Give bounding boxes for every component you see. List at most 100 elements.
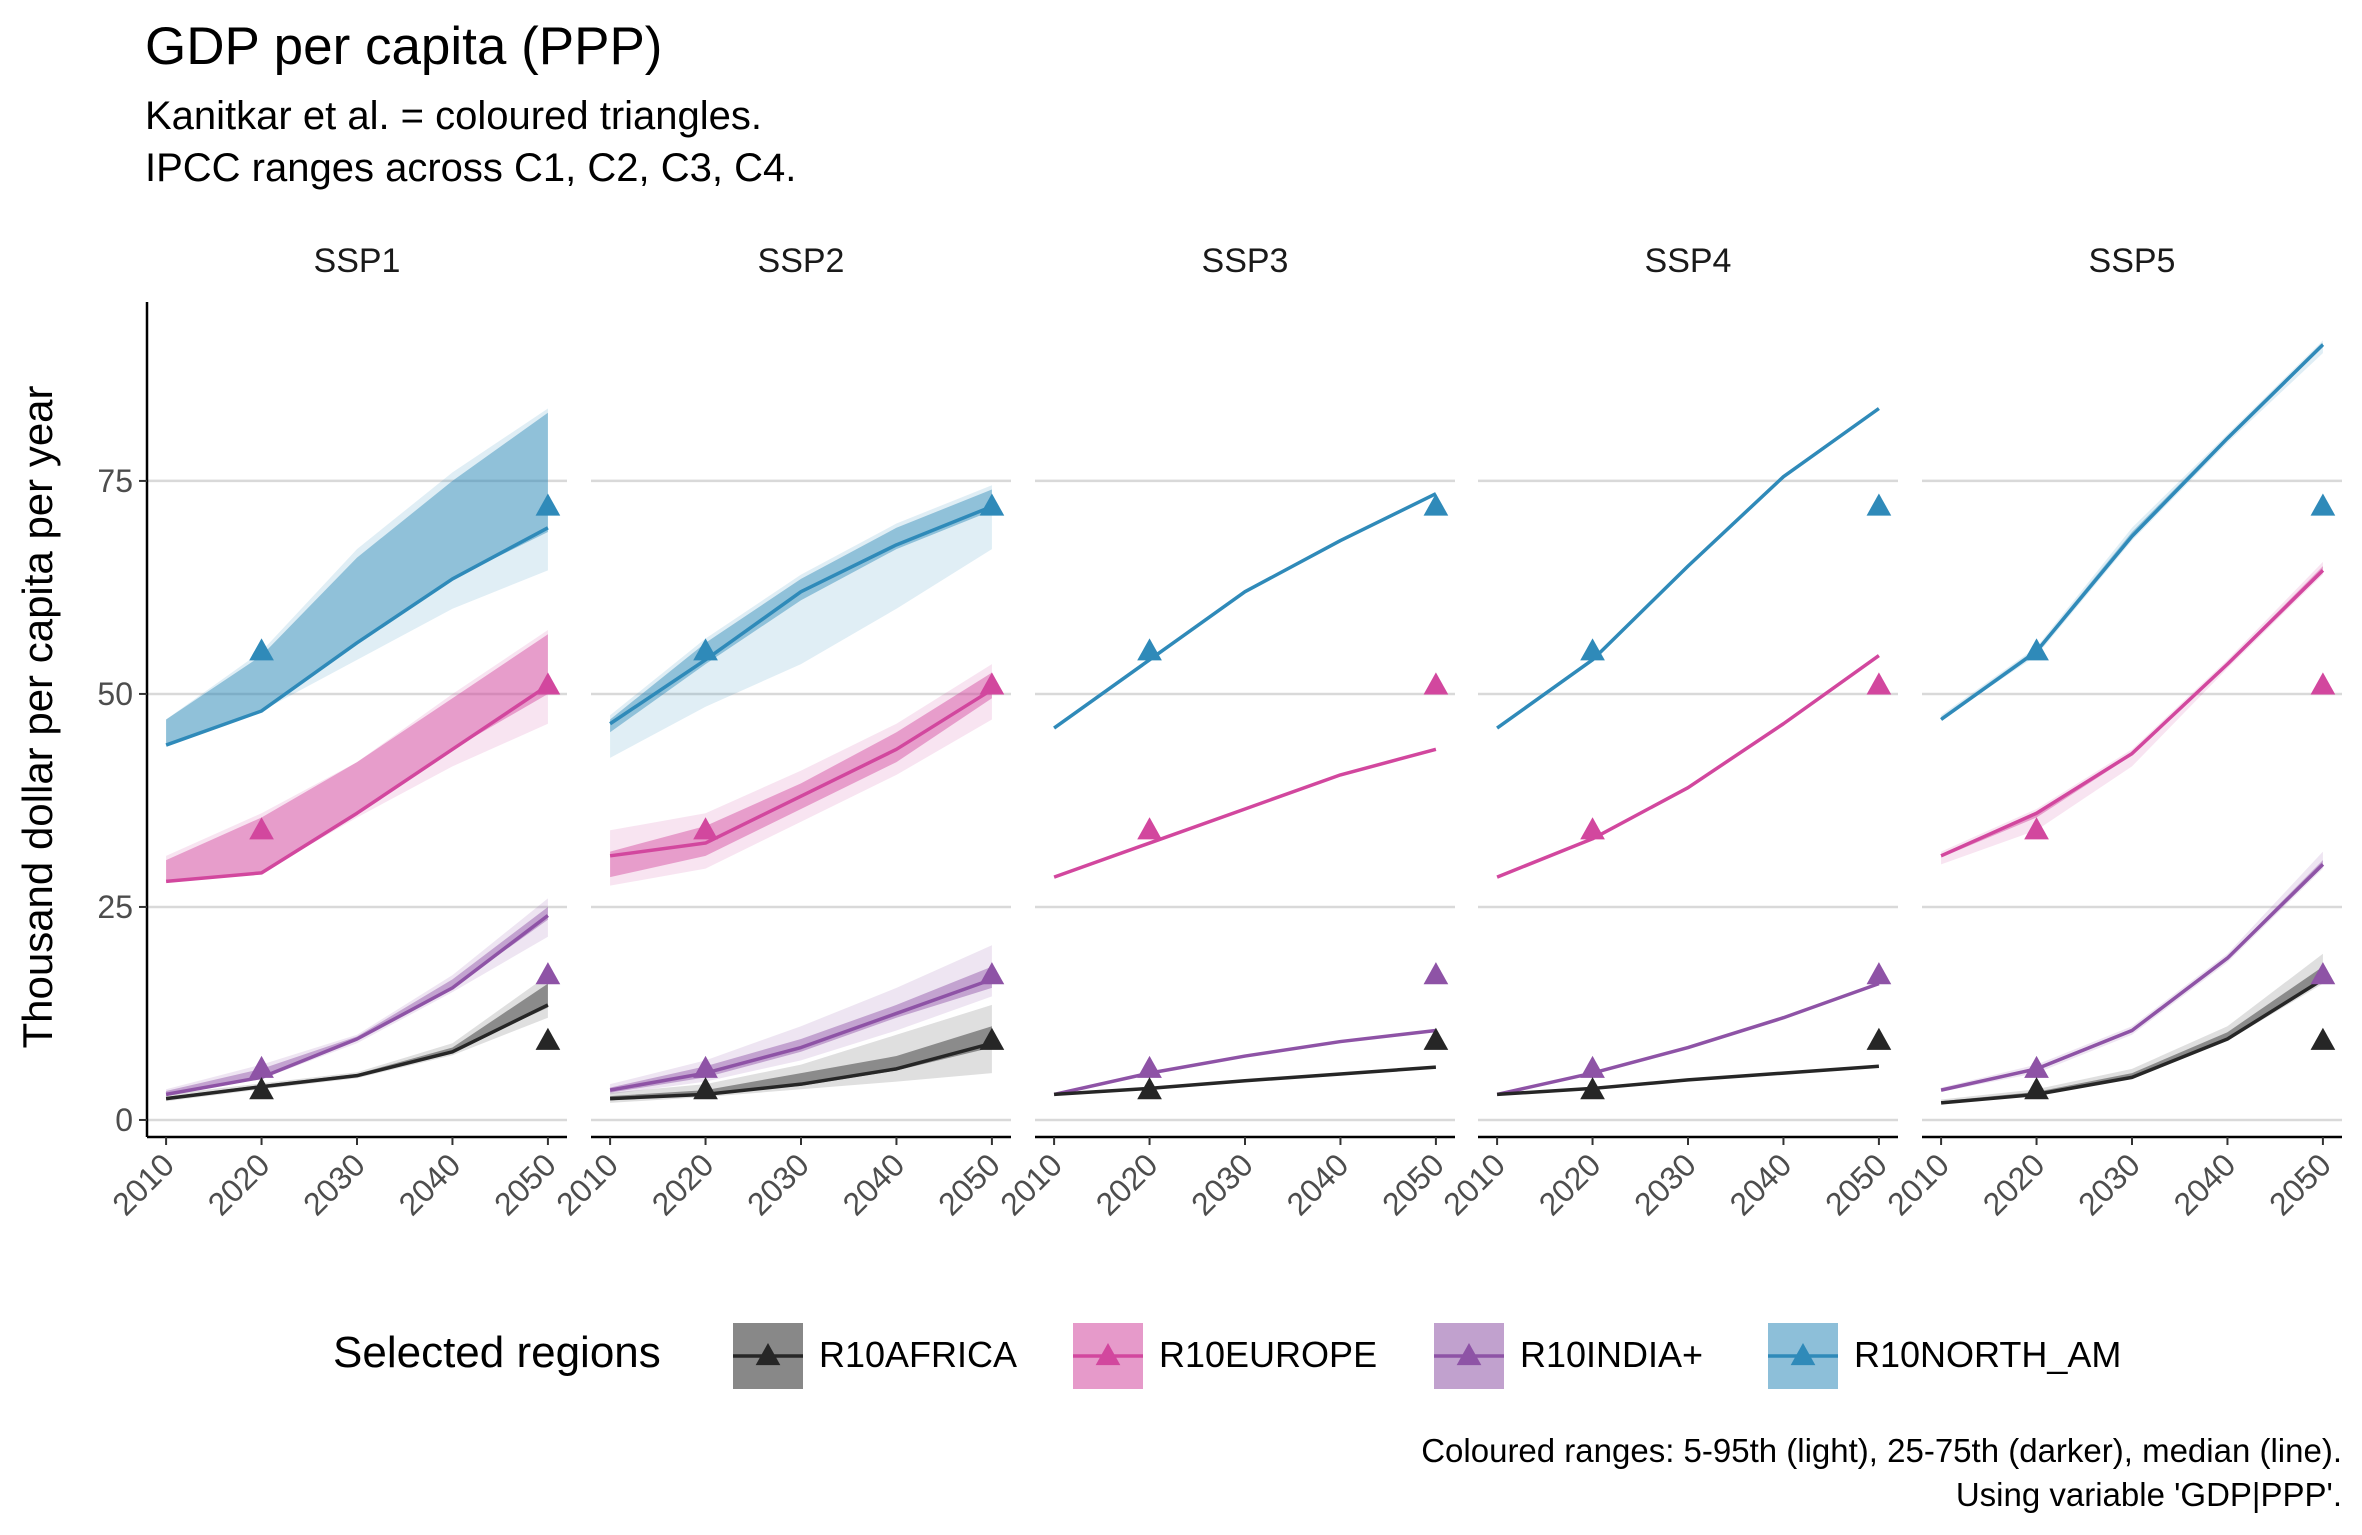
x-tick-label-2040: 2040 [2167,1146,2243,1222]
median-line-r10africa [610,1041,993,1101]
marker-r10india-2020 [693,1055,718,1078]
x-tick-label-2010: 2010 [105,1146,181,1222]
marker-r10europe-2050 [2310,672,2336,695]
median-line-r10india [609,977,993,1092]
y-tick-label-0: 0 [115,1102,133,1138]
chart-subtitle-line-1: Kanitkar et al. = coloured triangles. [145,94,763,138]
median-line-r10africa [1940,977,2324,1105]
chart-subtitle-line-2: IPCC ranges across C1, C2, C3, C4. [145,146,797,190]
marker-r10africa-2020 [1580,1077,1605,1100]
marker-r10africa-2020 [249,1077,274,1100]
marker-r10india-2020 [1137,1055,1162,1078]
facet-label-ssp4: SSP4 [1645,242,1732,280]
marker-r10north-am-2020 [2024,638,2049,661]
x-tick-label-2030: 2030 [740,1146,816,1222]
legend-label-r10europe: R10EUROPE [1159,1334,1377,1375]
range-25-75-r10north-am [610,489,992,733]
x-tick-label-2020: 2020 [645,1146,721,1222]
chart-title: GDP per capita (PPP) [145,17,663,76]
median-line-r10north-am [1496,407,1880,730]
median-line-r10north-am [165,526,549,747]
marker-r10europe-2020 [1137,817,1162,840]
marker-r10africa-2050 [979,1027,1005,1050]
x-tick-label-2040: 2040 [392,1146,468,1222]
legend-label-r10india: R10INDIA+ [1520,1334,1703,1375]
range-5-95-r10africa [610,1004,992,1103]
marker-r10europe-2050 [1423,672,1449,695]
facet-label-ssp3: SSP3 [1202,242,1289,280]
panel-ssp2: SSP2 2010 2020 2030 2040 2050 [549,242,1011,1222]
range-25-75-r10india [610,966,992,1093]
marker-r10india-2020 [249,1055,274,1078]
y-axis-title: Thousand dollar per capita per year [14,385,61,1048]
median-line-r10europe [1053,747,1437,879]
range-5-95-r10india [1941,851,2323,1092]
median-line-r10africa [1053,1065,1437,1097]
x-tick-label-2010: 2010 [993,1146,1069,1222]
x-tick-label-2010: 2010 [1436,1146,1512,1222]
median-line-r10europe [1496,654,1880,879]
x-tick-label-2020: 2020 [1532,1146,1608,1222]
x-tick-label-2040: 2040 [1723,1146,1799,1222]
median-line-r10india [1496,981,1880,1097]
range-5-95-r10north-am [610,485,992,758]
median-line-r10africa [1496,1064,1880,1097]
marker-r10north-am-2050 [979,493,1005,516]
range-5-95-r10north-am [1941,340,2323,720]
marker-r10north-am-2020 [1137,638,1162,661]
median-line-r10north-am [609,504,993,726]
marker-r10africa-2020 [1137,1077,1162,1100]
marker-r10north-am-2050 [1866,493,1892,516]
panel-ssp5: SSP5 2010 2020 2030 2040 2050 [1880,242,2342,1222]
median-line-r10europe [609,688,993,858]
facet-label-ssp2: SSP2 [758,242,845,280]
marker-r10africa-2050 [1423,1027,1449,1050]
x-tick-label-2030: 2030 [1184,1146,1260,1222]
x-tick-label-2050: 2050 [487,1146,563,1222]
legend-key-marker-r10africa [755,1343,781,1366]
legend-key-marker-r10india [1456,1343,1482,1366]
marker-r10india-2050 [2310,962,2336,985]
median-line-r10europe [165,683,549,884]
facet-label-ssp5: SSP5 [2089,242,2176,280]
range-25-75-r10india [1941,860,2323,1091]
x-tick-label-2040: 2040 [836,1146,912,1222]
x-tick-label-2020: 2020 [1089,1146,1165,1222]
median-line-r10india [165,914,549,1097]
median-line-r10north-am [1053,492,1437,730]
legend-key-marker-r10north-am [1790,1343,1816,1366]
x-tick-label-2030: 2030 [296,1146,372,1222]
median-line-r10india [1053,1028,1437,1097]
caption-line-1: Coloured ranges: 5-95th (light), 25-75th… [1421,1432,2342,1469]
range-25-75-r10europe [1941,566,2323,858]
x-tick-label-2050: 2050 [1375,1146,1451,1222]
range-5-95-r10north-am [166,408,548,746]
x-tick-label-2010: 2010 [1880,1146,1956,1222]
marker-r10africa-2050 [1866,1027,1892,1050]
facet-label-ssp1: SSP1 [314,242,401,280]
marker-r10europe-2020 [249,817,274,840]
range-5-95-r10india [166,898,548,1097]
marker-r10europe-2050 [979,672,1005,695]
marker-r10north-am-2020 [1580,638,1605,661]
range-5-95-r10india [610,945,992,1095]
y-tick-label-25: 25 [97,889,133,925]
y-tick-label-75: 75 [97,463,133,499]
range-25-75-r10india [166,906,548,1095]
marker-r10africa-2020 [693,1077,718,1100]
legend-key-marker-r10europe [1095,1343,1121,1366]
caption-line-2: Using variable 'GDP|PPP'. [1955,1476,2342,1513]
marker-r10europe-2020 [1580,817,1605,840]
legend: Selected regions R10AFRICA R10EUROPE R10IND… [333,1323,2121,1389]
marker-r10india-2050 [535,962,561,985]
marker-r10africa-2050 [2310,1027,2336,1050]
marker-r10africa-2020 [2024,1077,2049,1100]
legend-title: Selected regions [333,1328,661,1377]
panel-ssp4: SSP4 2010 2020 2030 2040 2050 [1436,242,1898,1222]
marker-r10africa-2050 [535,1027,561,1050]
range-5-95-r10europe [1941,561,2323,865]
x-tick-label-2020: 2020 [201,1146,277,1222]
median-line-r10africa [165,1003,549,1101]
y-tick-label-50: 50 [97,676,133,712]
